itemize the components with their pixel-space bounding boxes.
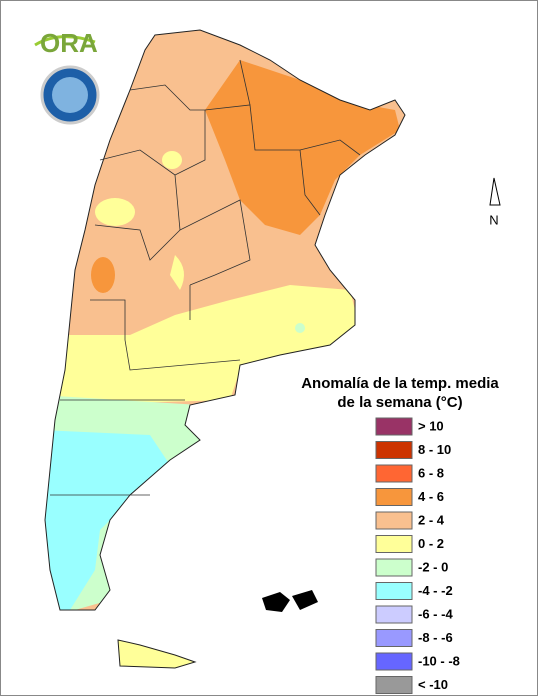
legend-title: Anomalía de la temp. media — [301, 375, 499, 392]
legend-label: -8 - -6 — [418, 630, 453, 645]
legend-swatch — [375, 417, 413, 436]
legend-swatch — [375, 676, 413, 694]
legend-label: > 10 — [418, 418, 444, 433]
legend: Anomalía de la temp. media de la semana (… — [301, 375, 499, 694]
legend-swatch — [375, 535, 413, 553]
legend-label: 0 - 2 — [418, 536, 444, 551]
legend-swatch — [375, 629, 413, 647]
province-borders — [50, 59, 361, 496]
tierra-del-fuego — [117, 639, 197, 669]
legend-title: de la semana (°C) — [337, 394, 462, 411]
legend-label: < -10 — [418, 677, 448, 692]
legend-swatch — [375, 464, 413, 483]
legend-swatch — [375, 605, 413, 624]
logo-text: ORA — [40, 28, 98, 58]
north-arrow: N — [489, 177, 501, 227]
legend-label: -10 - -8 — [418, 653, 460, 668]
legend-swatch — [375, 558, 413, 577]
legend-label: -6 - -4 — [418, 606, 453, 621]
malvinas — [262, 590, 318, 612]
legend-label: -2 - 0 — [418, 559, 448, 574]
logo: ORA — [34, 28, 100, 125]
legend-label: 8 - 10 — [418, 442, 451, 457]
legend-swatch — [375, 582, 413, 600]
legend-swatch — [375, 488, 413, 506]
legend-swatch — [375, 441, 413, 459]
country-outline — [44, 29, 406, 611]
legend-label: -4 - -2 — [418, 583, 453, 598]
north-label: N — [489, 212, 498, 227]
legend-swatch — [375, 511, 413, 530]
legend-swatch — [375, 652, 413, 671]
legend-label: 4 - 6 — [418, 489, 444, 504]
legend-label: 2 - 4 — [418, 512, 445, 527]
legend-label: 6 - 8 — [418, 465, 444, 480]
